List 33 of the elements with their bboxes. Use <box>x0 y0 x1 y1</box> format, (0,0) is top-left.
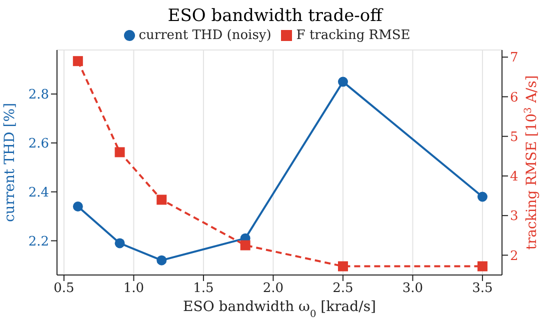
point <box>477 192 488 202</box>
point <box>72 56 83 66</box>
point <box>240 240 250 250</box>
point <box>338 76 348 87</box>
x-tick-label: 0.5 <box>54 281 74 296</box>
y-axis-title: current THD [%] <box>2 102 18 222</box>
y2-tick-label: 7 <box>510 50 518 66</box>
y2-tick-label: 3 <box>510 209 518 224</box>
chart-title: ESO bandwidth trade-off <box>166 5 384 28</box>
legend-label: F tracking RMSE <box>296 28 410 43</box>
x-tick-label: 1.0 <box>123 281 144 296</box>
x-tick-label: 3.5 <box>472 281 493 296</box>
y2-tick-label: 2 <box>510 248 518 264</box>
point <box>72 202 83 212</box>
x-tick-label: 3.0 <box>402 281 424 296</box>
point <box>477 261 488 272</box>
point <box>156 194 167 205</box>
x-tick-label: 2.5 <box>332 281 354 296</box>
y-tick-label: 2.8 <box>28 88 49 103</box>
point <box>338 261 348 272</box>
y2-tick-label: 5 <box>510 130 518 145</box>
point <box>114 238 125 248</box>
point <box>156 255 167 266</box>
legend-label: current THD (noisy) <box>138 28 272 43</box>
y2-tick-label: 6 <box>510 90 518 106</box>
y-tick-label: 2.2 <box>28 234 49 250</box>
x-axis-title: ESO bandwidth ω$_{0}$ [krad/s] <box>183 299 376 320</box>
y-tick-label: 2.4 <box>28 185 49 200</box>
point <box>114 147 125 158</box>
y2-tick-label: 4 <box>510 170 518 185</box>
y-tick-label: 2.6 <box>28 136 49 152</box>
x-tick-label: 1.5 <box>193 281 214 296</box>
x-tick-label: 2.0 <box>262 281 284 296</box>
